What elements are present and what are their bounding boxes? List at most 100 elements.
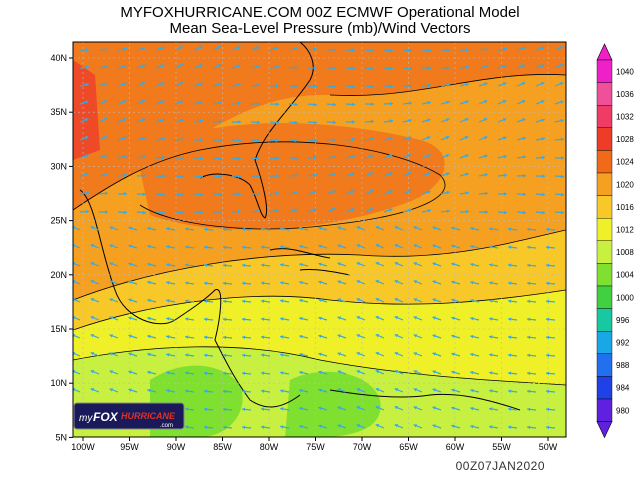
wind-head [394,262,399,266]
wind-head [299,316,303,321]
colorbar-swatch [596,308,613,332]
wind-head [166,263,170,267]
wind-head [299,334,303,339]
wind-head [489,317,493,321]
wind-head [275,120,279,125]
wind-head [369,208,374,212]
wind-head [236,46,241,50]
wind-head [237,192,241,196]
wind-head [199,210,203,215]
wind-head [432,316,436,320]
wind-head [261,281,265,285]
colorbar-swatch [596,127,613,151]
wind-head [90,226,95,230]
wind-head [280,335,284,339]
wind-head [218,210,222,214]
wind-head [256,174,260,179]
wind-head [128,352,132,356]
wind-head [185,263,189,267]
wind-head [356,280,361,284]
wind-head [413,244,418,248]
wind-head [351,172,355,176]
wind-head [142,64,146,68]
wind-head [142,173,146,178]
colorbar-cap [596,43,613,61]
wind-head [541,174,545,178]
wind-head [161,118,165,122]
wind-head [408,136,412,140]
wind-head [413,280,418,284]
wind-head [180,118,184,123]
wind-head [503,210,507,215]
wind-head [408,118,412,123]
wind-head [280,389,284,393]
wind-head [560,156,564,160]
wind-head [141,100,146,104]
wind-head [142,192,146,197]
wind-head [85,82,89,87]
wind-head [280,425,284,429]
wind-head [451,370,455,375]
wind-head [427,208,431,213]
wind-head [470,352,474,357]
wind-head [356,226,361,230]
wind-head [451,316,455,321]
lat-label: 15N [50,324,67,334]
wind-head [180,100,184,104]
wind-head [337,316,341,320]
wind-head [470,424,474,429]
wind-head [446,100,450,105]
lon-label: 75W [306,442,325,452]
wind-head [337,424,341,428]
wind-head [508,335,512,340]
wind-head [204,227,208,232]
wind-head [540,100,545,104]
wind-head [299,424,303,429]
wind-head [331,208,336,212]
wind-head [147,370,151,375]
wind-head [394,388,399,392]
low-pressure-core [285,371,381,437]
wind-head [432,298,436,302]
lon-label: 55W [492,442,511,452]
wind-head [356,352,361,356]
wind-head [465,100,469,104]
wind-head [294,47,298,51]
subtitle: Mean Sea-Level Pressure (mb)/Wind Vector… [170,20,471,37]
wind-head [237,174,241,179]
wind-head [484,82,488,86]
wind-head [356,388,361,392]
wind-head [508,353,512,358]
wind-head [256,191,260,196]
wind-head [350,208,355,212]
wind-head [223,317,227,322]
wind-head [413,298,418,302]
wind-head [527,407,531,412]
logo-text: HURRICANE [121,411,176,421]
wind-head [161,174,165,178]
wind-head [394,352,399,356]
wind-head [337,280,341,284]
lon-label: 80W [260,442,279,452]
wind-head [160,100,165,104]
wind-head [484,64,488,69]
wind-head [337,352,341,356]
wind-head [313,84,317,89]
wind-head [280,299,284,303]
wind-head [223,425,227,430]
wind-head [470,388,474,393]
wind-head [199,192,203,197]
wind-head [489,389,493,393]
wind-head [218,82,222,87]
wind-head [256,83,260,87]
wind-head [123,47,127,51]
wind-head [142,155,146,159]
wind-head [237,209,241,214]
wind-head [280,317,284,321]
wind-head [179,64,184,68]
lat-label: 25N [50,216,67,226]
wind-head [369,190,374,194]
wind-head [256,209,260,213]
wind-head [332,102,336,107]
wind-head [445,118,450,122]
